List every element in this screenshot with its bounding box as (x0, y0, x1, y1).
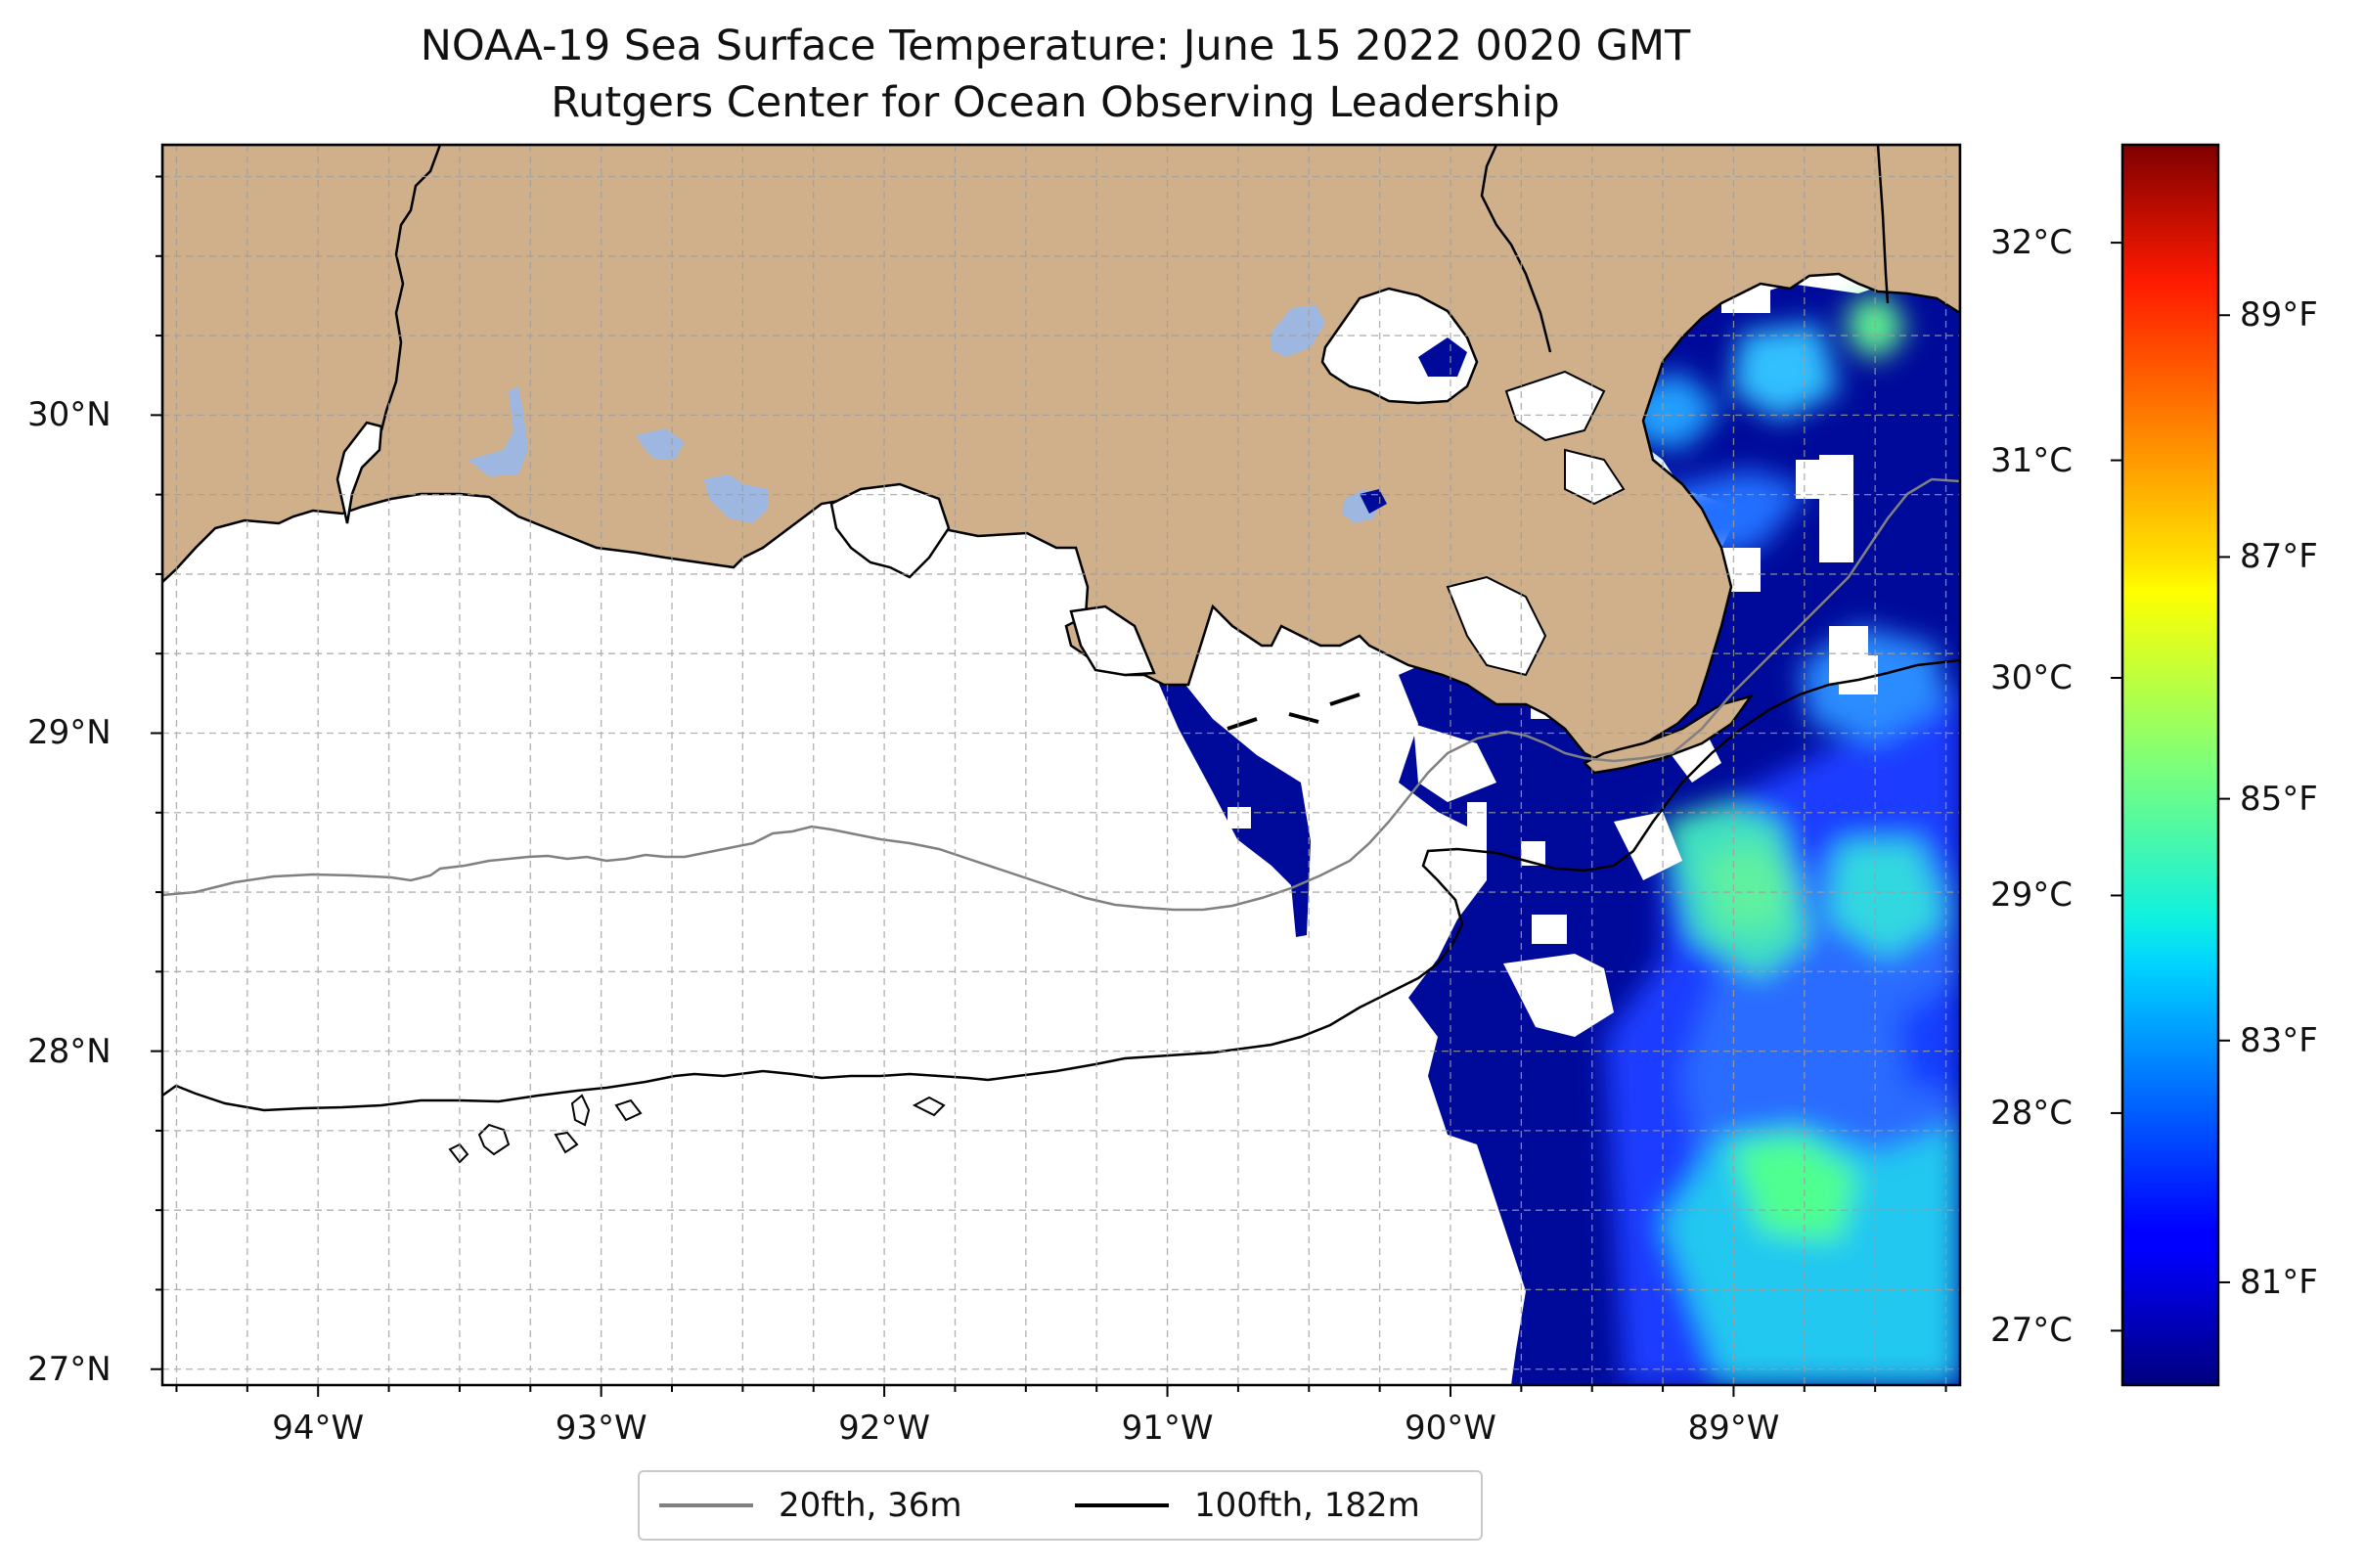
colorbar-celsius-label: 27°C (1990, 1311, 2074, 1351)
colorbar-celsius-label: 28°C (1990, 1093, 2074, 1133)
legend-item-100fth: 100fth, 182m (1075, 1486, 1420, 1525)
colorbar-fahrenheit-label: 85°F (2240, 779, 2318, 819)
lat-tick-label: 30°N (27, 395, 112, 435)
lon-tick-label: 93°W (555, 1409, 647, 1448)
colorbar-fahrenheit-label: 81°F (2240, 1262, 2318, 1302)
colorbar-celsius-label: 32°C (1990, 223, 2074, 263)
lat-tick-label: 29°N (27, 713, 112, 753)
lon-tick-label: 92°W (838, 1409, 931, 1448)
legend-line-gray (659, 1503, 753, 1507)
lon-tick-label: 94°W (272, 1409, 365, 1448)
colorbar-celsius-label: 29°C (1990, 875, 2074, 916)
colorbar-fahrenheit-label: 89°F (2240, 295, 2318, 336)
colorbar-celsius-label: 31°C (1990, 440, 2074, 480)
lat-tick-label: 27°N (27, 1349, 112, 1389)
colorbar-fahrenheit-label: 83°F (2240, 1020, 2318, 1060)
colorbar (2122, 145, 2218, 1385)
axis-ticks (151, 175, 1947, 1397)
isobath-100fth (162, 658, 1960, 1112)
lon-tick-label: 89°W (1687, 1409, 1780, 1448)
state-boundaries (379, 145, 1890, 431)
legend-item-20fth: 20fth, 36m (659, 1486, 962, 1525)
chart-title: NOAA-19 Sea Surface Temperature: June 15… (420, 22, 1691, 70)
legend-label-100fth: 100fth, 182m (1194, 1486, 1420, 1525)
legend: 20fth, 36m 100fth, 182m (638, 1470, 1483, 1541)
legend-label-20fth: 20fth, 36m (779, 1486, 962, 1525)
chart-subtitle: Rutgers Center for Ocean Observing Leade… (551, 78, 1560, 127)
isobath-20fth (162, 477, 1960, 912)
lat-tick-label: 28°N (27, 1031, 112, 1071)
map-grid (162, 145, 1960, 1385)
colorbar-frame (2120, 143, 2220, 1387)
colorbar-fahrenheit-label: 87°F (2240, 537, 2318, 577)
lon-tick-label: 90°W (1405, 1409, 1496, 1448)
map-frame (160, 143, 1962, 1387)
colorbar-ticks (2111, 242, 2230, 1332)
legend-line-black (1075, 1503, 1169, 1507)
lon-tick-label: 91°W (1121, 1409, 1214, 1448)
colorbar-celsius-label: 30°C (1990, 658, 2074, 698)
